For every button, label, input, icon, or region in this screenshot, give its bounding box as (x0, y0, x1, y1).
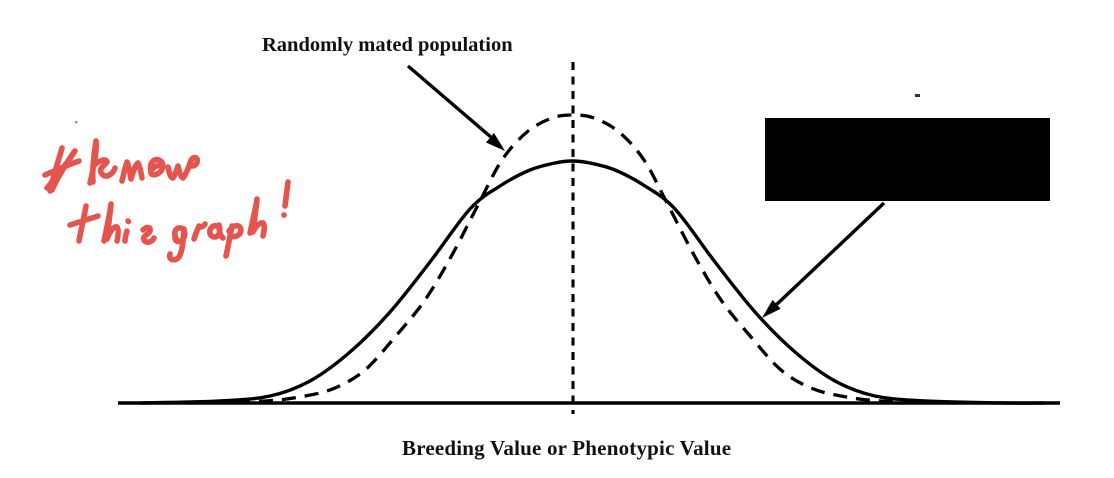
dashed-curve-label: Randomly mated population (262, 34, 513, 56)
dashed-distribution-curve (189, 113, 957, 405)
arrow-shaft (406, 64, 494, 140)
handwritten-word-graph (166, 179, 291, 263)
x-axis-title: Breeding Value or Phenotypic Value (402, 436, 732, 460)
arrow-shaft (773, 201, 886, 308)
exclamation-dot (281, 212, 287, 218)
redacted-label-box (765, 118, 1050, 201)
arrowhead-icon (486, 133, 505, 151)
scan-speck (915, 94, 920, 97)
callout-arrow-solid (762, 201, 886, 318)
callout-arrow-dashed (406, 64, 505, 151)
handwritten-word-this (67, 201, 157, 245)
star-marker-icon (42, 145, 82, 194)
arrowhead-icon (762, 299, 781, 318)
handwritten-word-know (87, 138, 201, 186)
solid-distribution-curve (139, 159, 1046, 405)
handwritten-note (42, 138, 291, 263)
scan-speck (75, 121, 78, 124)
